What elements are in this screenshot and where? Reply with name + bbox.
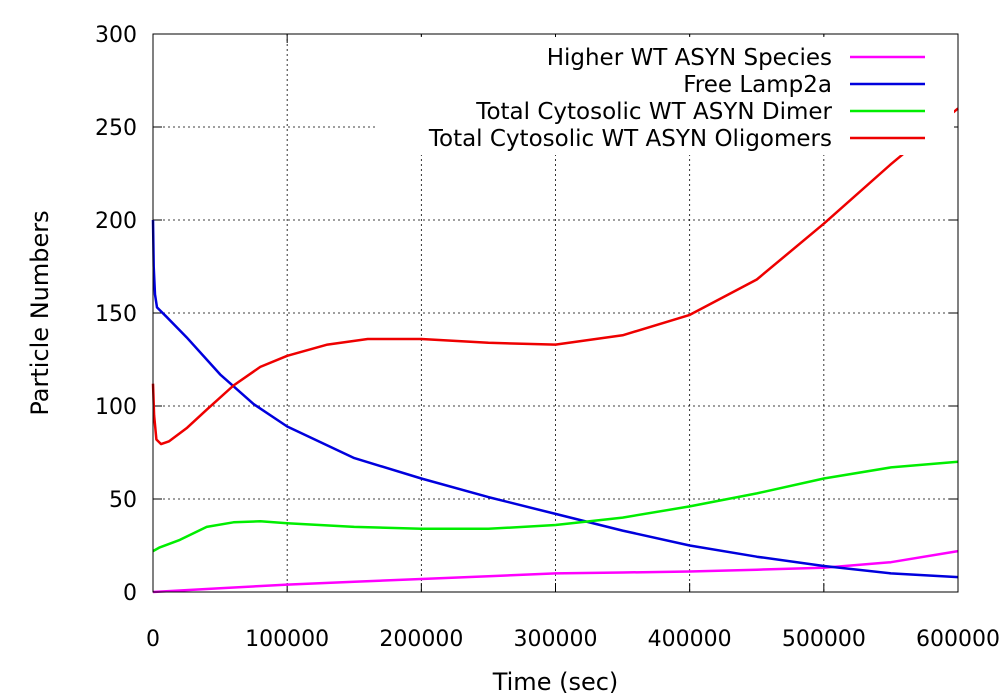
series-line-4: [151, 107, 959, 446]
y-tick-label: 150: [95, 302, 137, 327]
x-tick-label: 100000: [245, 627, 329, 652]
x-tick-label: 600000: [916, 627, 1000, 652]
y-tick-label: 250: [95, 116, 137, 141]
series-line-2: [151, 219, 959, 579]
legend-label: Higher WT ASYN Species: [547, 45, 832, 71]
legend-label: Free Lamp2a: [683, 72, 832, 98]
y-axis-title: Particle Numbers: [26, 210, 54, 415]
y-tick-label: 0: [123, 581, 137, 606]
x-tick-label: 500000: [782, 627, 866, 652]
x-tick-label: 200000: [379, 627, 463, 652]
series-layer: [151, 107, 959, 594]
y-tick-label: 100: [95, 395, 137, 420]
series-line-1: [152, 549, 959, 594]
plot-frame: [152, 33, 959, 593]
y-tick-label: 200: [95, 209, 137, 234]
x-tick-label: 0: [146, 627, 160, 652]
x-axis-title: Time (sec): [492, 668, 619, 696]
x-tick-label: 400000: [648, 627, 732, 652]
series-line-3: [152, 460, 959, 553]
y-tick-label: 300: [95, 23, 137, 48]
tick-labels: 0 100000 200000 300000 400000 500000 600000 0 50…: [95, 23, 1000, 652]
legend-label: Total Cytosolic WT ASYN Dimer: [475, 99, 832, 125]
legend-label: Total Cytosolic WT ASYN Oligomers: [428, 126, 832, 152]
x-tick-label: 300000: [514, 627, 598, 652]
y-tick-label: 50: [109, 488, 137, 513]
